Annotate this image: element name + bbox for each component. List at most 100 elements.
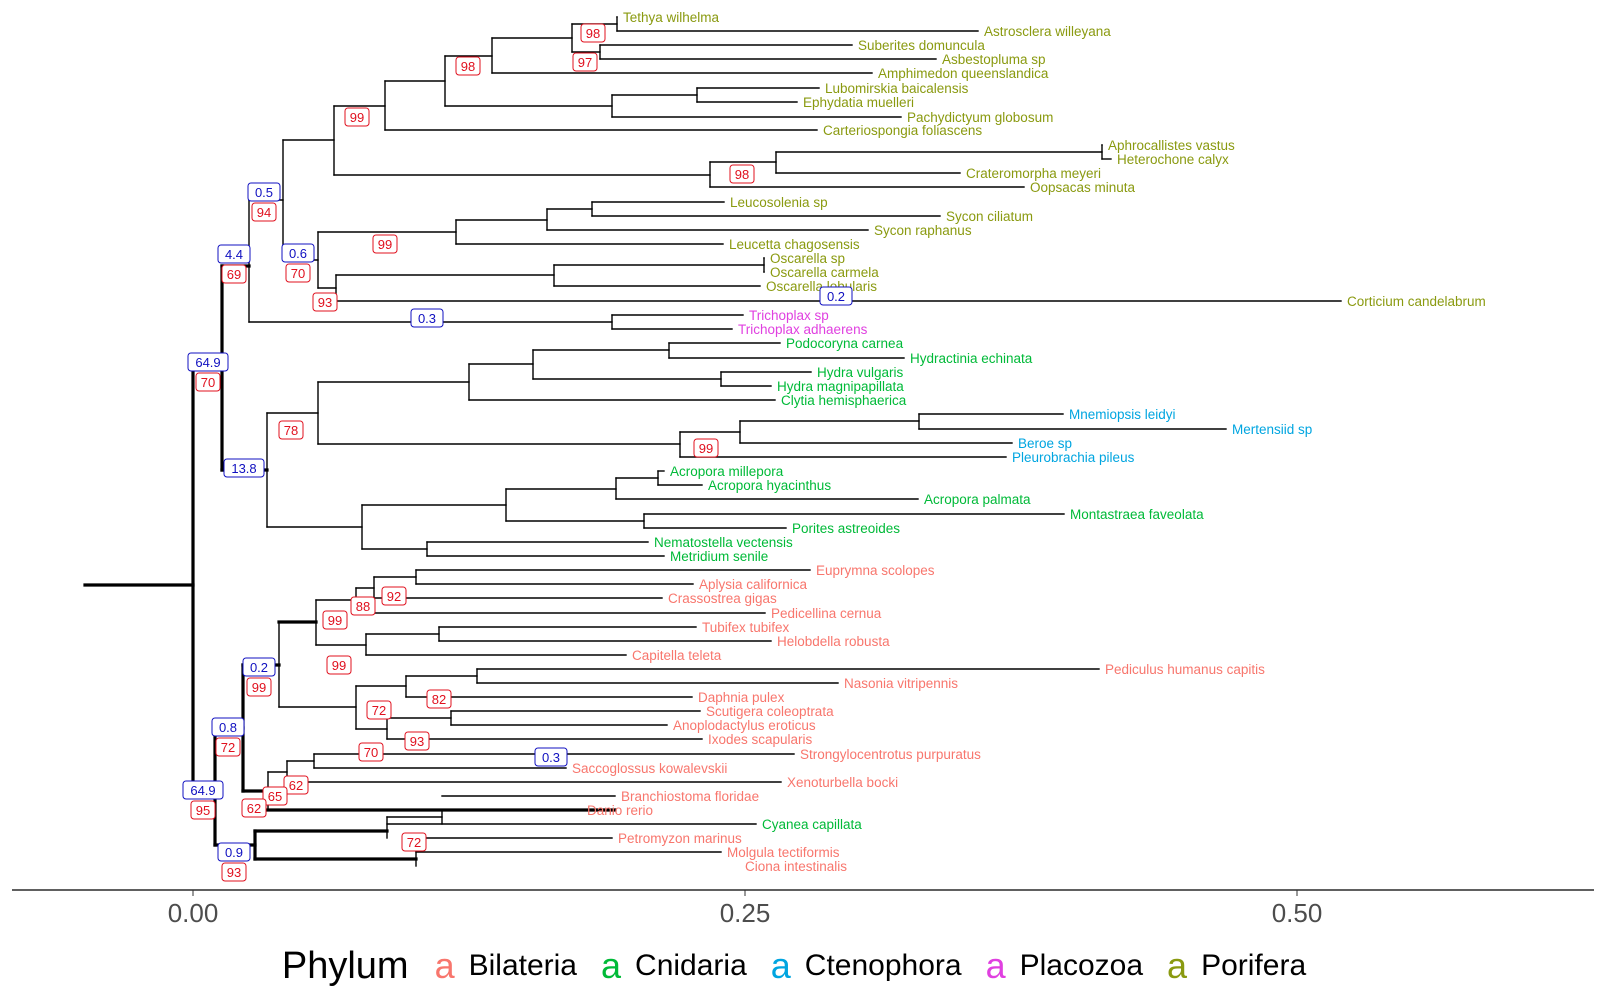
tip-label-beroe-sp: Beroe sp: [1018, 436, 1072, 451]
bootstrap-label: 82: [426, 689, 452, 709]
bootstrap-label: 98: [729, 164, 755, 184]
branch-label-text: 0.3: [418, 311, 436, 326]
legend-label: Placozoa: [1019, 949, 1144, 982]
legend-item-placozoa: a Placozoa: [986, 945, 1143, 987]
node-value-label: 0.8: [211, 717, 245, 737]
branch-label-text: 70: [291, 266, 305, 281]
branch-label-text: 4.4: [225, 247, 243, 262]
bootstrap-label: 93: [404, 731, 430, 751]
tip-label-trichoplax-sp: Trichoplax sp: [749, 308, 829, 323]
branch-label-text: 93: [410, 734, 424, 749]
branch-label-text: 99: [328, 613, 342, 628]
tip-label-acropora-hyacinthus: Acropora hyacinthus: [708, 478, 831, 493]
tip-label-lubomirskia-baicalensis: Lubomirskia baicalensis: [825, 81, 969, 96]
tip-label-xenoturbella-bocki: Xenoturbella bocki: [787, 775, 898, 790]
bootstrap-label: 93: [312, 292, 338, 312]
bootstrap-label: 72: [215, 737, 241, 757]
branch-label-text: 99: [699, 441, 713, 456]
node-value-label: 0.2: [819, 286, 853, 306]
tip-label-oscarella-sp: Oscarella sp: [770, 251, 845, 266]
bootstrap-label: 72: [366, 700, 392, 720]
legend-key: a: [601, 945, 622, 986]
tip-label-heterochone-calyx: Heterochone calyx: [1117, 152, 1229, 167]
tip-label-trichoplax-adhaerens: Trichoplax adhaerens: [738, 322, 868, 337]
tip-label-hydra-magnipapillata: Hydra magnipapillata: [777, 379, 904, 394]
branch-label-text: 0.3: [542, 750, 560, 765]
tip-label-montastraea-faveolata: Montastraea faveolata: [1070, 507, 1204, 522]
legend-item-ctenophora: a Ctenophora: [771, 945, 962, 987]
tip-label-danio-rerio: Danio rerio: [587, 803, 653, 818]
legend-key: a: [770, 945, 791, 986]
tip-label-asbestopluma-sp: Asbestopluma sp: [942, 52, 1046, 67]
branch-label-text: 65: [268, 789, 282, 804]
legend: Phylum a Bilateria a Cnidaria a Ctenophora a Pl…: [0, 938, 1600, 994]
branch-label-text: 72: [372, 703, 386, 718]
bootstrap-label: 97: [572, 52, 598, 72]
legend-title: Phylum: [281, 944, 409, 987]
tip-label-pedicellina-cernua: Pedicellina cernua: [771, 606, 882, 621]
branch-label-text: 98: [735, 167, 749, 182]
x-tick-label: 0.50: [1272, 898, 1323, 928]
node-value-label: 0.2: [242, 657, 276, 677]
x-tick-label: 0.00: [168, 898, 219, 928]
branch-label-text: 0.6: [289, 246, 307, 261]
tip-label-metridium-senile: Metridium senile: [670, 549, 768, 564]
node-value-label: 0.3: [410, 308, 444, 328]
tip-label-hydra-vulgaris: Hydra vulgaris: [817, 365, 904, 380]
branch-label-text: 70: [201, 375, 215, 390]
tip-label-tubifex-tubifex: Tubifex tubifex: [702, 620, 790, 635]
branch-label-text: 88: [356, 599, 370, 614]
node-value-label: 64.9: [187, 352, 229, 372]
branch-label-text: 98: [461, 59, 475, 74]
branch-label-text: 99: [252, 680, 266, 695]
phylogenetic-tree: Tethya wilhelma Astrosclera willeyanaSube…: [12, 10, 1594, 928]
bootstrap-label: 99: [246, 677, 272, 697]
branch-label-text: 62: [247, 801, 261, 816]
bootstrap-label: 92: [381, 586, 407, 606]
tip-label-carteriospongia-foliascens: Carteriospongia foliascens: [823, 123, 982, 138]
bootstrap-label: 98: [455, 56, 481, 76]
tip-label-mnemiopsis-leidyi: Mnemiopsis leidyi: [1069, 407, 1176, 422]
branch-label-text: 0.2: [250, 660, 268, 675]
branch-label-text: 99: [350, 110, 364, 125]
tip-label-ephydatia-muelleri: Ephydatia muelleri: [803, 95, 914, 110]
branch-label-text: 93: [318, 295, 332, 310]
branch-label-text: 78: [284, 423, 298, 438]
tip-label-clytia-hemisphaerica: Clytia hemisphaerica: [781, 393, 907, 408]
branch-label-text: 82: [432, 692, 446, 707]
branch-label-text: 70: [364, 745, 378, 760]
tip-label-ixodes-scapularis: Ixodes scapularis: [708, 732, 813, 747]
tip-label-acropora-millepora: Acropora millepora: [670, 464, 784, 479]
tip-label-oopsacas-minuta: Oopsacas minuta: [1030, 180, 1136, 195]
tip-label-sycon-ciliatum: Sycon ciliatum: [946, 209, 1033, 224]
bootstrap-label: 70: [285, 263, 311, 283]
legend-key: a: [985, 945, 1006, 986]
branch-label-text: 0.2: [827, 289, 845, 304]
branch-label-text: 98: [586, 26, 600, 41]
tip-label-nasonia-vitripennis: Nasonia vitripennis: [844, 676, 958, 691]
tip-label-branchiostoma-floridae: Branchiostoma floridae: [621, 789, 759, 804]
bootstrap-label: 99: [372, 234, 398, 254]
tip-label-oscarella-carmela: Oscarella carmela: [770, 265, 879, 280]
bootstrap-label: 65: [262, 786, 288, 806]
branch-label-text: 62: [289, 778, 303, 793]
tip-label-sycon-raphanus: Sycon raphanus: [874, 223, 972, 238]
tip-label-strongylocentrotus-purpuratus: Strongylocentrotus purpuratus: [800, 747, 981, 762]
bootstrap-label: 95: [190, 800, 216, 820]
legend-key: a: [434, 945, 455, 986]
tip-label-aplysia-californica: Aplysia californica: [699, 577, 808, 592]
legend-item-bilateria: a Bilateria: [435, 945, 577, 987]
tip-label-pediculus-humanus-capitis: Pediculus humanus capitis: [1105, 662, 1265, 677]
tip-label-amphimedon-queenslandica: Amphimedon queenslandica: [878, 66, 1049, 81]
bootstrap-label: 99: [322, 610, 348, 630]
bootstrap-label: 98: [580, 23, 606, 43]
tip-label-petromyzon-marinus: Petromyzon marinus: [618, 831, 742, 846]
branch-label-text: 13.8: [231, 461, 256, 476]
branch-label-text: 99: [332, 658, 346, 673]
bootstrap-label: 99: [344, 107, 370, 127]
node-value-label: 0.5: [247, 182, 281, 202]
tip-label-hydractinia-echinata: Hydractinia echinata: [910, 351, 1033, 366]
bootstrap-label: 70: [358, 742, 384, 762]
bootstrap-label: 72: [401, 832, 427, 852]
bootstrap-label: 70: [195, 372, 221, 392]
